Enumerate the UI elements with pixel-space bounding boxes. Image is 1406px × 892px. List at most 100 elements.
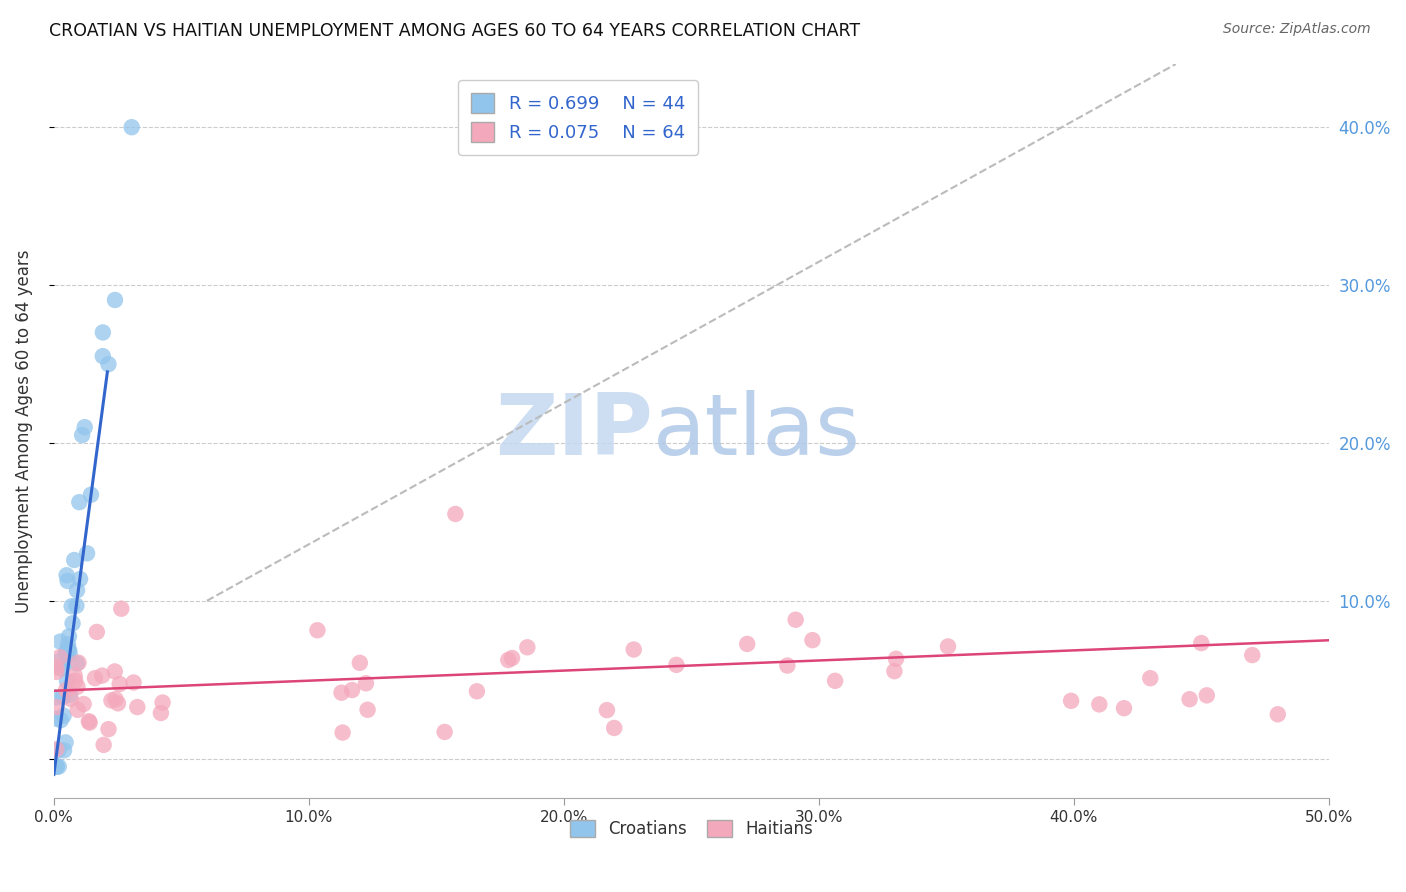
Point: [73, 420, 96, 434]
Point: [1060, 694, 1083, 708]
Legend: Croatians, Haitians: Croatians, Haitians: [562, 814, 820, 845]
Point: [67, 495, 90, 509]
Point: [1088, 698, 1111, 712]
Text: Source: ZipAtlas.com: Source: ZipAtlas.com: [1223, 22, 1371, 37]
Point: [52, 658, 75, 673]
Point: [58, 643, 80, 657]
Point: [63, 668, 86, 682]
Point: [801, 633, 824, 648]
Text: atlas: atlas: [652, 390, 860, 473]
Point: [49, 713, 72, 727]
Point: [883, 664, 905, 678]
Point: [48, 654, 70, 668]
Point: [152, 696, 174, 710]
Point: [501, 651, 523, 665]
Point: [48, 759, 70, 773]
Point: [785, 613, 807, 627]
Point: [516, 640, 538, 655]
Point: [433, 725, 456, 739]
Point: [59, 691, 82, 706]
Point: [1241, 648, 1264, 662]
Point: [45, 660, 67, 674]
Point: [45, 742, 67, 756]
Point: [53, 743, 76, 757]
Point: [56, 642, 79, 657]
Point: [444, 507, 467, 521]
Point: [56, 673, 79, 688]
Point: [665, 657, 688, 672]
Point: [49, 634, 72, 648]
Point: [603, 721, 626, 735]
Point: [824, 673, 846, 688]
Point: [110, 601, 132, 615]
Point: [1139, 671, 1161, 685]
Point: [60, 599, 83, 614]
Point: [69, 572, 91, 586]
Point: [66, 703, 89, 717]
Point: [498, 653, 520, 667]
Point: [104, 692, 127, 706]
Point: [72, 697, 94, 711]
Point: [127, 700, 149, 714]
Point: [1178, 692, 1201, 706]
Point: [45, 759, 67, 773]
Point: [97, 722, 120, 736]
Point: [65, 599, 87, 613]
Point: [349, 656, 371, 670]
Point: [108, 677, 131, 691]
Point: [70, 428, 93, 442]
Point: [45, 700, 67, 714]
Y-axis label: Unemployment Among Ages 60 to 64 years: Unemployment Among Ages 60 to 64 years: [15, 250, 32, 613]
Point: [84, 671, 107, 685]
Point: [79, 715, 101, 730]
Point: [356, 703, 378, 717]
Point: [91, 349, 114, 363]
Point: [55, 735, 77, 749]
Point: [884, 652, 907, 666]
Point: [56, 574, 79, 588]
Point: [59, 688, 82, 702]
Point: [63, 553, 86, 567]
Point: [122, 675, 145, 690]
Point: [77, 714, 100, 729]
Point: [149, 706, 172, 720]
Point: [45, 759, 67, 773]
Point: [330, 686, 353, 700]
Point: [97, 357, 120, 371]
Point: [59, 647, 82, 661]
Point: [76, 546, 98, 560]
Point: [340, 683, 363, 698]
Point: [121, 120, 143, 135]
Point: [91, 668, 114, 682]
Point: [45, 665, 67, 679]
Point: [93, 738, 115, 752]
Point: [80, 488, 103, 502]
Point: [49, 650, 72, 665]
Point: [62, 616, 84, 631]
Point: [1112, 701, 1135, 715]
Point: [623, 642, 645, 657]
Point: [52, 708, 75, 723]
Point: [58, 629, 80, 643]
Point: [67, 656, 90, 670]
Point: [104, 293, 127, 307]
Point: [66, 583, 89, 598]
Text: ZIP: ZIP: [495, 390, 652, 473]
Point: [56, 637, 79, 651]
Point: [936, 640, 959, 654]
Point: [1189, 636, 1212, 650]
Point: [104, 665, 127, 679]
Point: [776, 658, 799, 673]
Point: [107, 696, 129, 710]
Point: [55, 568, 77, 582]
Point: [48, 743, 70, 757]
Point: [52, 690, 75, 704]
Point: [55, 645, 77, 659]
Point: [1267, 707, 1289, 722]
Point: [55, 645, 77, 659]
Point: [596, 703, 619, 717]
Point: [332, 725, 354, 739]
Point: [1195, 689, 1218, 703]
Point: [55, 682, 77, 697]
Point: [63, 673, 86, 688]
